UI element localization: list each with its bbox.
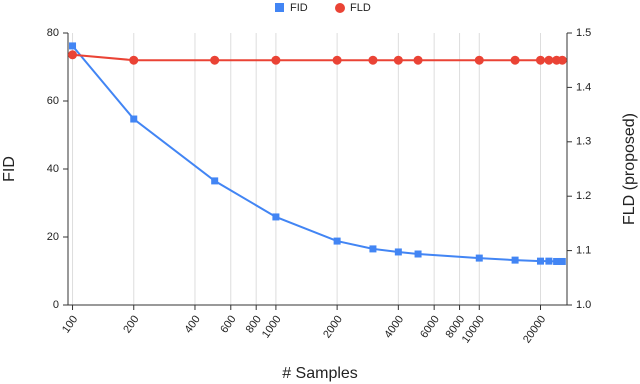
point [369, 245, 377, 253]
y-axis-label: FID [1, 156, 18, 182]
x-axis-label: # Samples [282, 365, 358, 382]
x-tick-label: 20000 [521, 314, 548, 346]
point [332, 55, 342, 65]
point [544, 55, 554, 65]
x-tick-label: 2000 [321, 314, 345, 341]
point [475, 254, 483, 262]
x-tick-label: 600 [218, 314, 238, 336]
point [271, 55, 281, 65]
legend-marker [335, 3, 345, 13]
y2-tick-label: 1.4 [576, 81, 591, 93]
point [474, 55, 484, 65]
y-tick-label: 0 [53, 299, 59, 311]
y-tick-label: 60 [47, 95, 59, 107]
x-tick-label: 4000 [382, 314, 406, 341]
series-line [72, 53, 563, 62]
y2-tick-label: 1.5 [576, 27, 591, 39]
x-tick-label: 200 [121, 314, 141, 336]
point [413, 55, 423, 65]
y2-tick-label: 1.1 [576, 245, 591, 257]
legend-marker [275, 3, 284, 12]
point [393, 55, 403, 65]
point [553, 257, 561, 265]
series-line [71, 45, 563, 263]
legend-label: FLD [350, 2, 371, 14]
point [129, 55, 139, 65]
y2-axis-label: FLD (proposed) [621, 113, 638, 225]
point [414, 250, 422, 258]
legend-label: FID [290, 2, 308, 14]
point [510, 55, 520, 65]
point [130, 115, 138, 123]
point [210, 55, 220, 65]
point [69, 42, 77, 50]
x-tick-label: 400 [182, 314, 202, 336]
x-tick-label: 1000 [260, 314, 284, 341]
point [557, 55, 567, 65]
x-tick-label: 6000 [418, 314, 442, 341]
point [68, 50, 78, 60]
point [211, 177, 219, 185]
point [368, 55, 378, 65]
point [545, 257, 553, 265]
y2-tick-label: 1.0 [576, 299, 591, 311]
point [272, 213, 280, 221]
y2-tick-label: 1.3 [576, 136, 591, 148]
point [535, 55, 545, 65]
point [511, 256, 519, 264]
y2-tick-label: 1.2 [576, 190, 591, 202]
point [394, 248, 402, 256]
y-tick-label: 40 [47, 163, 59, 175]
point [333, 237, 341, 245]
y-tick-label: 20 [47, 231, 59, 243]
y-tick-label: 80 [47, 27, 59, 39]
point [536, 257, 544, 265]
point [558, 257, 566, 265]
x-tick-label: 100 [60, 314, 80, 336]
